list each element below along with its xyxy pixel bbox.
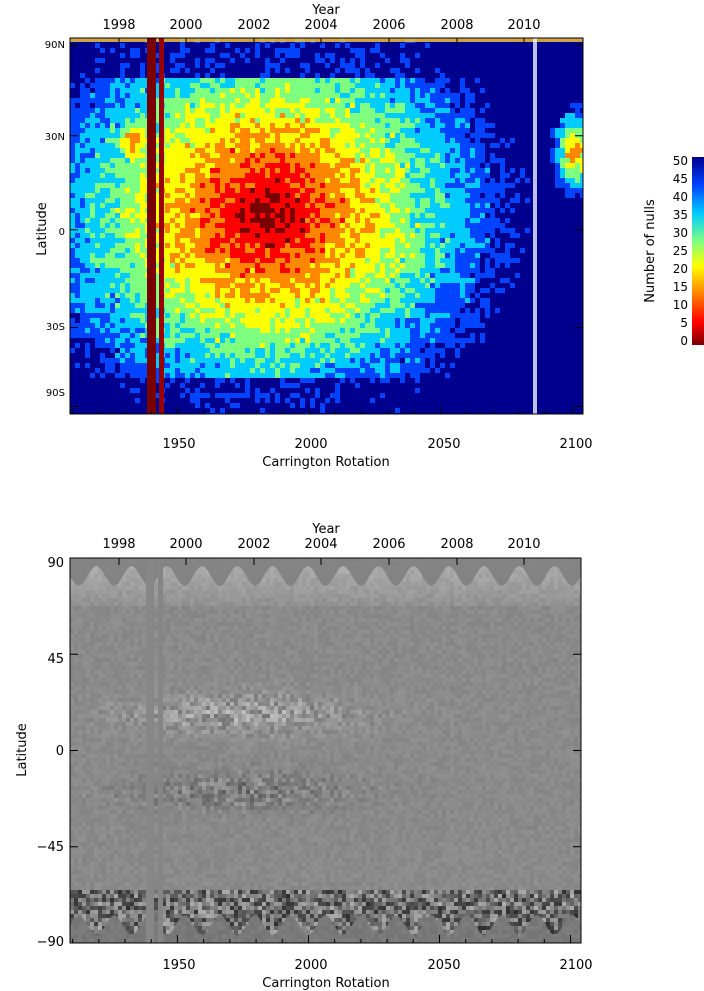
bottom-y-tick-label: 0 [56, 744, 64, 759]
colorbar-tick-label: 10 [673, 298, 688, 312]
top-x2-tick-label: 2008 [440, 18, 473, 33]
colorbar-tick-label: 45 [673, 172, 688, 186]
top-x2-tick-label: 2002 [237, 18, 270, 33]
bottom-x-tick-label: 2000 [294, 958, 327, 973]
top-x2-tick-label: 2006 [372, 18, 405, 33]
colorbar: 50 45 40 35 30 25 20 15 10 5 0 Number of… [643, 154, 704, 348]
bottom-x2-axis-title: Year [311, 522, 340, 537]
top-x-tick-label: 2050 [427, 437, 460, 452]
top-y-tick-label: 90S [46, 388, 65, 399]
colorbar-tick-label: 30 [673, 226, 688, 240]
top-x-tick-label: 1950 [162, 437, 195, 452]
bottom-y-axis-title: Latitude [15, 723, 30, 777]
bottom-heatmap [70, 558, 581, 943]
bottom-y-tick-label: −90 [37, 935, 64, 950]
top-x-tick-label: 2100 [559, 437, 592, 452]
bottom-y-tick-labels: 90 45 0 −45 −90 [37, 556, 64, 950]
top-data-gap-band [147, 38, 156, 414]
bottom-x-tick-label: 2050 [427, 958, 460, 973]
colorbar-gradient [692, 157, 704, 345]
top-data-gap-band-2 [159, 38, 164, 414]
bottom-data-gap-band [146, 558, 154, 943]
colorbar-tick-label: 35 [673, 208, 688, 222]
bottom-x2-tick-label: 2002 [237, 537, 270, 552]
top-y-tick-label: 0 [59, 227, 65, 238]
bottom-x2-tick-label: 1998 [102, 537, 135, 552]
top-y-tick-labels: 90N 30N 0 30S 90S [45, 40, 65, 399]
bottom-x-tick-label: 2100 [559, 958, 592, 973]
top-y-tick-label: 90N [45, 40, 65, 51]
bottom-panel: Year 1998 2000 2002 2004 2006 2008 2010 … [15, 522, 593, 991]
top-x2-tick-label: 2010 [507, 18, 540, 33]
colorbar-tick-label: 25 [673, 244, 688, 258]
top-x2-tick-label: 2000 [169, 18, 202, 33]
bottom-y-tick-label: 90 [47, 556, 64, 571]
bottom-x-tick-labels: 1950 2000 2050 2100 [162, 958, 592, 973]
bottom-x2-tick-label: 2000 [169, 537, 202, 552]
top-heatmap [70, 38, 583, 414]
colorbar-tick-labels: 50 45 40 35 30 25 20 15 10 5 0 [673, 154, 688, 348]
top-x2-tick-label: 2004 [304, 18, 337, 33]
bottom-y-tick-label: 45 [47, 652, 64, 667]
bottom-x2-tick-labels: 1998 2000 2002 2004 2006 2008 2010 [102, 537, 540, 552]
colorbar-tick-label: 5 [680, 316, 688, 330]
top-y-tick-label: 30S [46, 322, 65, 333]
colorbar-tick-label: 40 [673, 190, 688, 204]
bottom-data-gap-band-2 [158, 558, 163, 943]
bottom-x-tick-label: 1950 [162, 958, 195, 973]
top-panel: Year 1998 2000 2002 2004 2006 2008 2010 … [35, 3, 704, 470]
top-x2-tick-labels: 1998 2000 2002 2004 2006 2008 2010 [102, 18, 540, 33]
top-x-tick-labels: 1950 2000 2050 2100 [162, 437, 592, 452]
bottom-y-tick-label: −45 [37, 840, 64, 855]
top-x2-tick-label: 1998 [102, 18, 135, 33]
bottom-x2-tick-label: 2004 [304, 537, 337, 552]
colorbar-title: Number of nulls [643, 199, 658, 303]
bottom-x2-tick-label: 2006 [372, 537, 405, 552]
colorbar-tick-label: 0 [680, 334, 688, 348]
colorbar-tick-label: 50 [673, 154, 688, 168]
bottom-x-axis-title: Carrington Rotation [262, 976, 389, 991]
top-x2-axis-title: Year [311, 3, 340, 18]
top-y-axis-title: Latitude [35, 202, 50, 256]
top-y-tick-label: 30N [45, 132, 65, 143]
top-x-axis-title: Carrington Rotation [262, 455, 389, 470]
bottom-x2-tick-label: 2010 [507, 537, 540, 552]
top-x-tick-label: 2000 [294, 437, 327, 452]
bottom-x2-tick-label: 2008 [440, 537, 473, 552]
colorbar-tick-label: 15 [673, 280, 688, 294]
colorbar-tick-label: 20 [673, 262, 688, 276]
